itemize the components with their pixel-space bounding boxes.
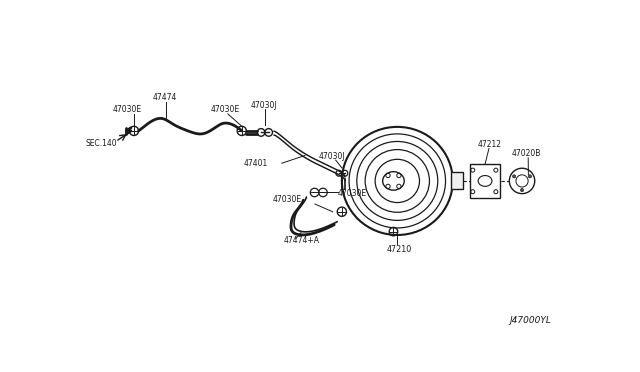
Text: 47212: 47212 xyxy=(477,140,501,149)
Text: 47030E: 47030E xyxy=(273,196,301,205)
Bar xyxy=(451,173,463,189)
Circle shape xyxy=(513,175,516,178)
Text: 47474: 47474 xyxy=(152,93,177,102)
Text: 47401: 47401 xyxy=(243,159,268,168)
Text: 47030E: 47030E xyxy=(113,105,141,115)
Text: 47030J: 47030J xyxy=(319,152,346,161)
Text: 47020B: 47020B xyxy=(511,148,541,157)
Text: SEC.140: SEC.140 xyxy=(86,139,117,148)
Text: J47000YL: J47000YL xyxy=(509,316,551,326)
Text: 47030J: 47030J xyxy=(251,101,278,110)
Text: 47030E: 47030E xyxy=(211,105,240,115)
Circle shape xyxy=(520,189,524,192)
Text: 47210: 47210 xyxy=(387,245,412,254)
Circle shape xyxy=(529,175,531,178)
Text: 47474+A: 47474+A xyxy=(284,236,319,245)
Text: 47030E: 47030E xyxy=(338,189,367,198)
Bar xyxy=(470,164,500,198)
